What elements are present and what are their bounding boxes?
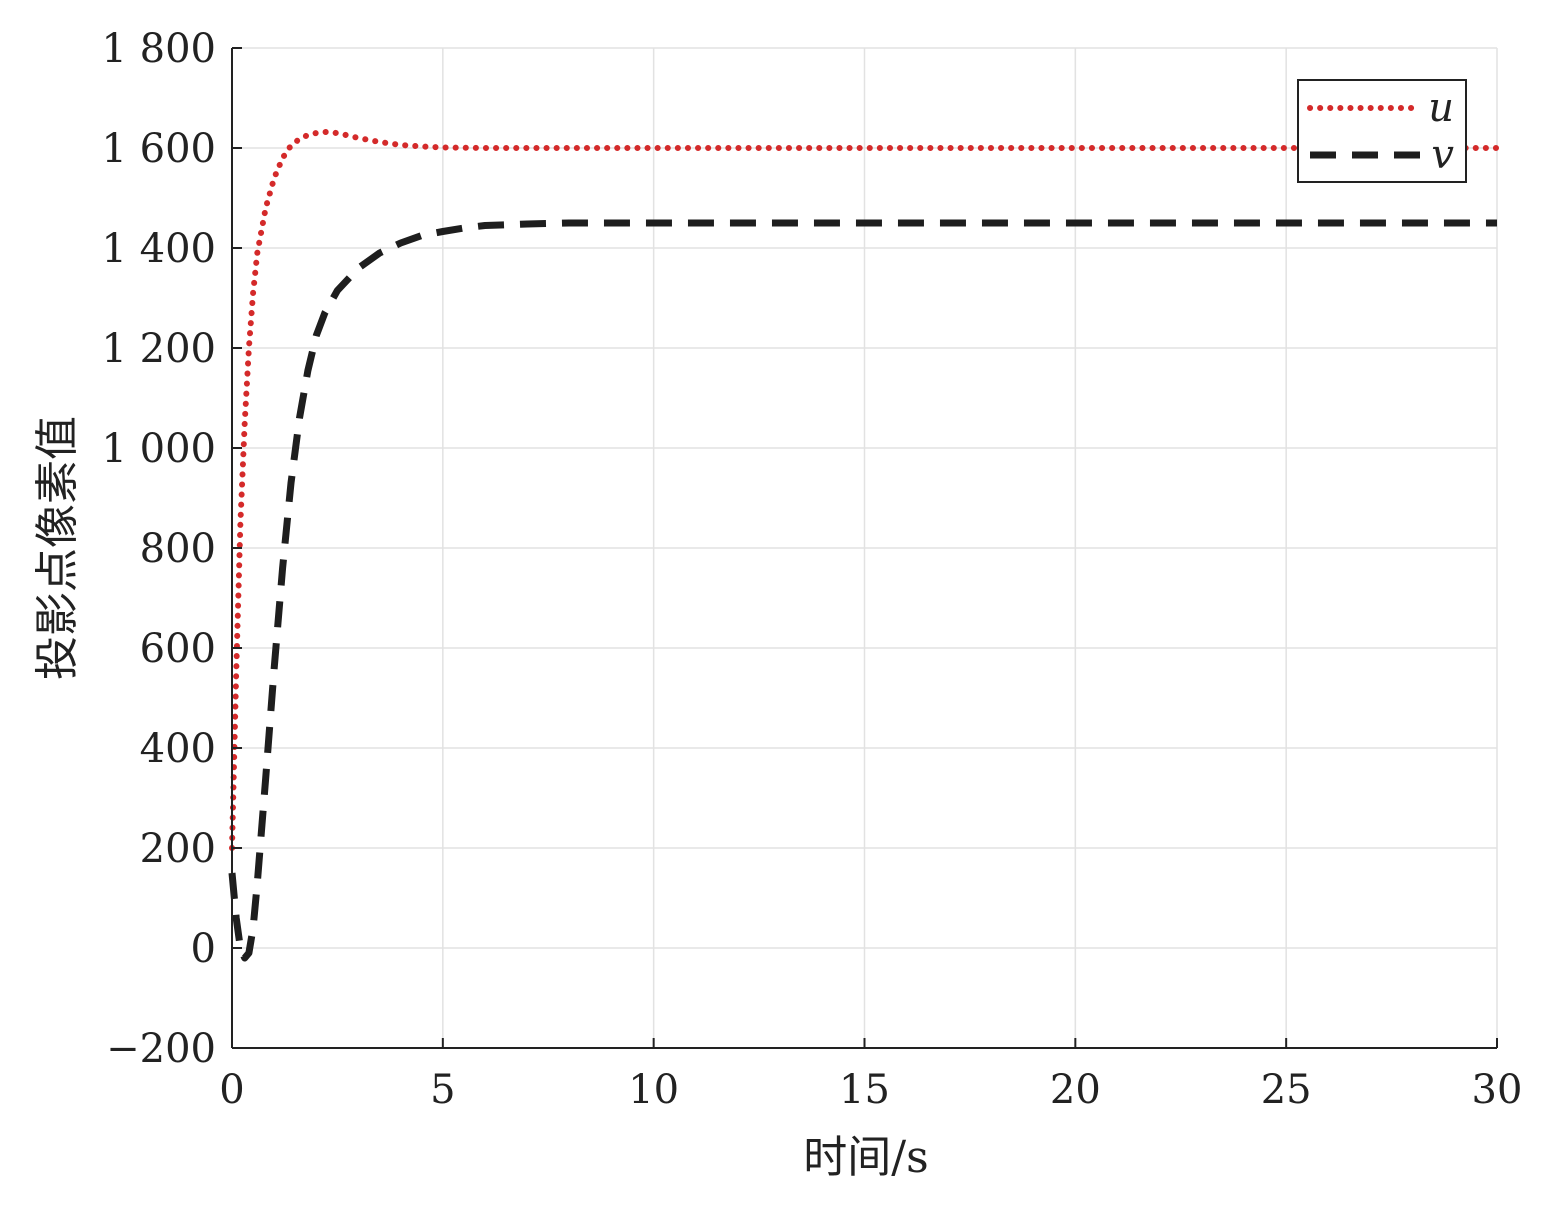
series-line-u [229, 129, 1500, 851]
axes [231, 47, 1498, 1049]
series-group [228, 129, 1500, 962]
x-tick-label: 20 [1050, 1067, 1101, 1113]
x-tick-label: 25 [1261, 1067, 1312, 1113]
x-tick-label: 30 [1472, 1067, 1523, 1113]
y-axis-title: 投影点像素值 [32, 416, 83, 680]
y-tick-label: 400 [140, 726, 216, 772]
legend-box [1297, 79, 1467, 183]
y-tick-label: 200 [140, 826, 216, 872]
y-tick-label: 600 [140, 626, 216, 672]
y-tick-label: −200 [106, 1026, 216, 1072]
x-tick-labels: 0 5 10 15 20 25 30 [219, 1067, 1522, 1113]
y-tick-labels: −200 0 200 400 600 800 1 000 1 200 1 400 1 600 1 8… [101, 26, 216, 1072]
legend-label-v: v [1431, 132, 1454, 178]
legend-label-u: u [1428, 85, 1454, 131]
y-tick-label: 1 800 [101, 26, 216, 72]
y-tick-label: 1 200 [101, 326, 216, 372]
y-tick-label: 1 000 [101, 426, 216, 472]
legend: uv [1297, 79, 1467, 183]
x-tick-label: 0 [219, 1067, 244, 1113]
y-tick-label: 800 [140, 526, 216, 572]
x-tick-label: 5 [430, 1067, 455, 1113]
x-tick-label: 15 [839, 1067, 890, 1113]
y-tick-label: 1 600 [101, 126, 216, 172]
y-tick-label: 1 400 [101, 226, 216, 272]
series-line-v [228, 219, 1497, 962]
x-axis-title: 时间/s [803, 1132, 928, 1183]
x-tick-label: 10 [628, 1067, 679, 1113]
y-tick-label: 0 [191, 926, 216, 972]
grid-lines [232, 47, 1498, 1048]
